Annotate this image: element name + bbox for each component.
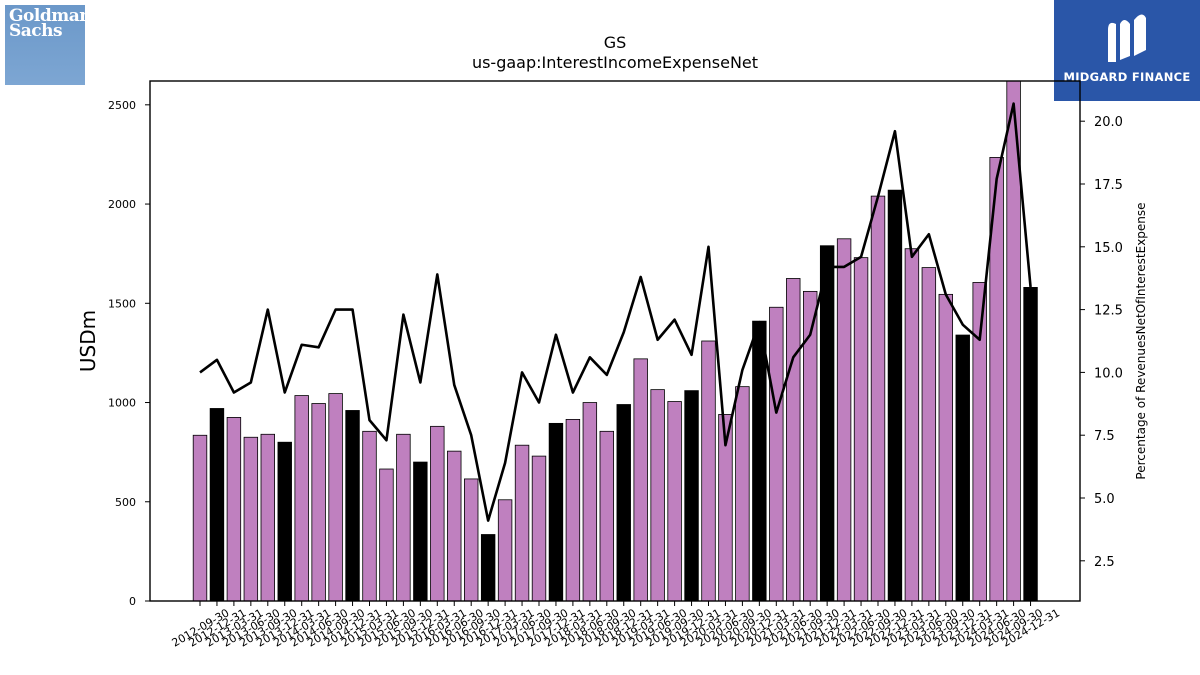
bar-2022-12-31 — [887, 189, 903, 602]
bar-2020-09-30 — [735, 386, 750, 602]
bar-2023-09-30 — [938, 293, 954, 602]
bar-2019-12-31 — [684, 390, 699, 602]
y2-tick-label: 12.5 — [1094, 304, 1123, 319]
bar-2013-03-31 — [226, 417, 242, 602]
bar-2022-06-30 — [853, 257, 869, 602]
bar-2016-03-31 — [430, 425, 445, 602]
bar-2019-03-31 — [633, 358, 648, 602]
y-tick-label: 2500 — [108, 99, 136, 112]
y2-tick-label: 10.0 — [1094, 366, 1123, 381]
bar-2016-09-30 — [463, 478, 479, 602]
bar-2022-03-31 — [836, 238, 852, 602]
bar-2023-12-31 — [955, 334, 970, 602]
bar-2017-06-30 — [514, 444, 530, 602]
logo-left-line2: Sachs — [9, 21, 63, 41]
bar-2012-12-31 — [209, 408, 225, 602]
bar-2014-03-31 — [294, 395, 309, 602]
plot-frame — [149, 80, 1081, 602]
bar-2023-03-31 — [904, 248, 920, 602]
bar-2020-03-31 — [701, 340, 716, 602]
bar-2019-06-30 — [650, 389, 665, 602]
bar-2022-09-30 — [870, 195, 886, 602]
bar-2021-06-30 — [786, 278, 801, 602]
line-group — [199, 102, 1032, 522]
ratio-line — [199, 102, 1032, 522]
logo-left-line1: Goldman — [9, 6, 92, 26]
y2-tick-label: 5.0 — [1094, 492, 1115, 507]
y2-tick-label: 20.0 — [1094, 115, 1123, 130]
bar-2012-09-30 — [192, 434, 208, 602]
bar-2018-06-30 — [582, 402, 598, 602]
midgard-m-icon — [1108, 14, 1146, 62]
chart-subtitle: us-gaap:InterestIncomeExpenseNet — [472, 53, 758, 72]
bars-group — [192, 80, 1038, 602]
bar-2015-12-31 — [413, 461, 428, 602]
bar-2018-03-31 — [565, 418, 581, 602]
y2-axis-label: Percentage of RevenuesNetOfInterestExpen… — [1134, 202, 1148, 479]
goldman-sachs-logo: Goldman Sachs — [5, 5, 92, 85]
y-tick-label: 1000 — [108, 397, 136, 410]
y2-tick-label: 7.5 — [1094, 429, 1115, 444]
y-tick-label: 500 — [115, 496, 136, 509]
bar-2018-09-30 — [599, 430, 615, 602]
y-tick-label: 0 — [129, 595, 136, 608]
y2-tick-label: 17.5 — [1094, 178, 1123, 193]
bar-2016-06-30 — [447, 450, 462, 602]
bar-2015-09-30 — [396, 433, 411, 602]
bar-2014-06-30 — [311, 403, 326, 602]
midgard-finance-logo: MIDGARD FINANCE — [1054, 0, 1200, 101]
bar-2016-12-31 — [480, 534, 496, 602]
bar-2017-09-30 — [531, 455, 547, 602]
bar-2020-12-31 — [752, 320, 767, 602]
bar-2014-09-30 — [328, 393, 343, 602]
bar-2024-12-31 — [1023, 287, 1038, 602]
bar-2013-12-31 — [277, 441, 292, 602]
bar-2023-06-30 — [921, 267, 937, 602]
y-tick-label: 1500 — [108, 297, 136, 310]
bar-2013-09-30 — [260, 433, 276, 602]
y2-tick-label: 15.0 — [1094, 241, 1123, 256]
bar-2015-03-31 — [362, 430, 377, 602]
bar-2021-09-30 — [803, 290, 818, 602]
bar-2017-12-31 — [548, 422, 564, 602]
logo-right-text: MIDGARD FINANCE — [1063, 70, 1191, 84]
bar-2014-12-31 — [345, 410, 360, 602]
y-tick-label: 2000 — [108, 198, 136, 211]
bar-2015-06-30 — [379, 468, 394, 602]
bar-2021-03-31 — [769, 306, 784, 602]
y-axis-label: USDm — [76, 310, 100, 372]
axes-group: 0 500 1000 1500 2000 2500 2.5 5.0 7.5 10.0 12.5 15.… — [108, 80, 1123, 650]
y2-tick-label: 2.5 — [1094, 555, 1115, 570]
bar-2019-09-30 — [667, 401, 682, 602]
bar-2017-03-31 — [497, 499, 513, 602]
bar-2018-12-31 — [616, 404, 631, 602]
bar-2021-12-31 — [819, 245, 835, 602]
bar-2013-06-30 — [243, 436, 259, 602]
chart-title: GS — [604, 33, 627, 52]
